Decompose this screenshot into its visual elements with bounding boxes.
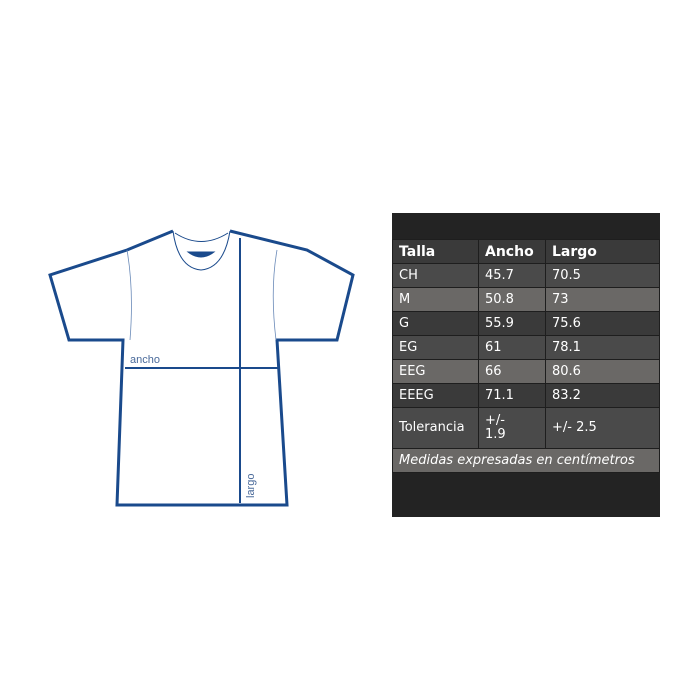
cell: 80.6 [545,359,660,384]
ancho-label: ancho [130,354,160,366]
shirt-outline [48,229,355,507]
cell: 50.8 [478,287,546,312]
cell: 78.1 [545,335,660,360]
cell: +/- 1.9 [478,407,546,449]
cell: 55.9 [478,311,546,336]
cell: Tolerancia [392,407,479,449]
cell: 70.5 [545,263,660,288]
cell: G [392,311,479,336]
cell: 75.6 [545,311,660,336]
header-talla: Talla [392,239,479,264]
header-ancho: Ancho [478,239,546,264]
table-row: EG 61 78.1 [392,335,660,360]
cell: CH [392,263,479,288]
collar [172,230,231,271]
cell: EG [392,335,479,360]
cell: 45.7 [478,263,546,288]
table-row: CH 45.7 70.5 [392,263,660,288]
table-row: EEG 66 80.6 [392,359,660,384]
size-chart: Talla Ancho Largo CH 45.7 70.5 M 50.8 73 G 55… [392,213,660,517]
header-largo: Largo [545,239,660,264]
table-row: EEEG 71.1 83.2 [392,383,660,408]
cell: M [392,287,479,312]
cell: 61 [478,335,546,360]
size-table: Talla Ancho Largo CH 45.7 70.5 M 50.8 73 G 55… [392,239,660,473]
table-row-tolerance: Tolerancia +/- 1.9 +/- 2.5 [392,407,660,449]
cell: 83.2 [545,383,660,408]
cell: 73 [545,287,660,312]
cell: +/- 2.5 [545,407,660,449]
table-row: M 50.8 73 [392,287,660,312]
cell: EEG [392,359,479,384]
table-header: Talla Ancho Largo [392,239,660,264]
table-footer-note: Medidas expresadas en centímetros [392,448,660,473]
cell: EEEG [392,383,479,408]
cell: 66 [478,359,546,384]
largo-label: largo [245,474,257,498]
table-row: G 55.9 75.6 [392,311,660,336]
cell: 71.1 [478,383,546,408]
